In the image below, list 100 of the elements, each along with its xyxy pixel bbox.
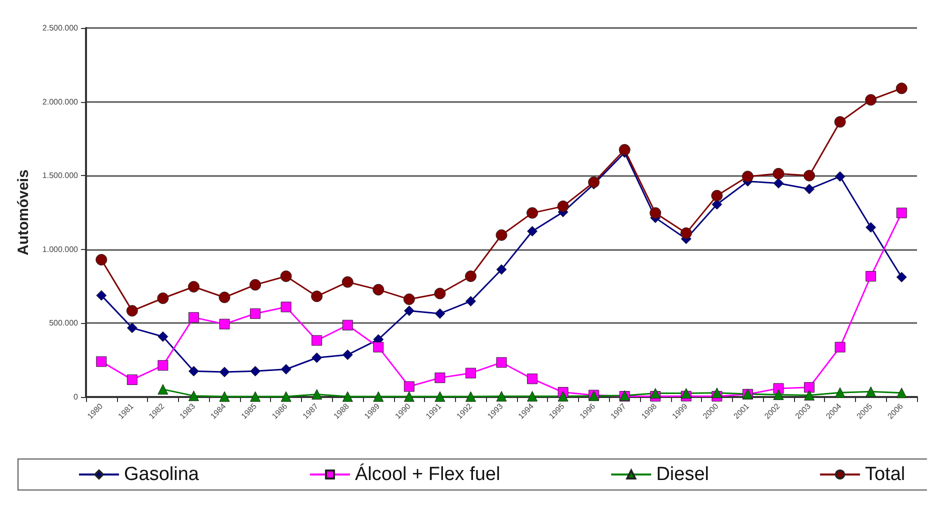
y-tick-label: 2.500.000 [42,24,79,32]
point [557,200,569,212]
point [188,390,199,402]
point [342,391,353,402]
point [773,178,784,189]
point [496,229,508,241]
point [434,288,446,300]
point [96,254,108,266]
point [712,199,722,210]
point [312,352,322,363]
point [157,292,169,304]
y-axis-title: Automóveis [15,170,32,256]
point [896,272,907,282]
point [834,387,846,398]
point [465,368,476,378]
point [742,170,754,182]
point [342,276,354,288]
y-tick-label: 500.000 [49,318,79,328]
point [280,302,292,312]
point [772,168,784,180]
point [96,290,107,301]
point [865,94,877,106]
point [526,207,538,219]
point [373,342,384,352]
point [866,222,876,233]
point [342,350,353,360]
legend-label: Total [864,464,906,485]
point [896,208,907,218]
point [866,271,876,282]
point [126,374,138,385]
point [250,391,261,402]
point [834,342,846,352]
point [804,184,815,194]
point [650,207,662,219]
point [650,388,661,399]
point [188,312,199,323]
point [804,390,815,400]
point [711,190,723,202]
point [404,391,414,402]
point [496,391,507,402]
point [558,391,568,402]
point [280,364,292,374]
point [280,270,292,282]
point [126,322,138,334]
point [342,320,353,330]
point [896,388,907,398]
point [188,280,200,292]
point [680,388,692,399]
legend-label: Álcool + Flex fuel [354,463,500,485]
point [712,388,722,398]
point [465,296,476,306]
point [773,383,784,394]
point [527,391,538,402]
point [373,391,384,402]
point [834,171,846,182]
point [219,391,230,402]
point [372,284,384,296]
legend-label: Diesel [656,464,710,485]
y-tick-label: 1.500.000 [42,171,79,180]
point [219,366,230,378]
point [588,176,600,188]
point [773,390,784,400]
y-tick-label: 0 [74,392,79,402]
point [126,305,138,317]
point [464,270,476,282]
point [434,391,446,402]
point [250,279,262,291]
point [527,226,538,236]
point [680,227,692,239]
point [804,170,816,182]
point [250,308,261,319]
point [866,386,876,397]
y-tick-label: 1.000.000 [42,244,79,254]
point [496,264,507,275]
point [250,366,261,376]
point [618,144,630,156]
point [312,335,322,346]
point [158,331,168,342]
point [527,374,538,384]
point [434,308,446,319]
point [219,318,230,330]
point [312,389,322,400]
point [403,294,415,306]
point [465,391,476,402]
point [896,82,908,94]
point [158,360,168,371]
point [96,356,107,367]
point [404,306,414,316]
point [218,292,230,304]
point [434,372,446,384]
point [804,382,815,393]
point [311,290,323,302]
legend-label: Gasolina [124,464,200,485]
point [496,357,507,368]
point [188,366,199,376]
point [158,384,168,395]
point [280,391,292,402]
point [834,116,846,128]
y-tick-label: 2.000.000 [42,97,79,106]
point [404,381,414,392]
